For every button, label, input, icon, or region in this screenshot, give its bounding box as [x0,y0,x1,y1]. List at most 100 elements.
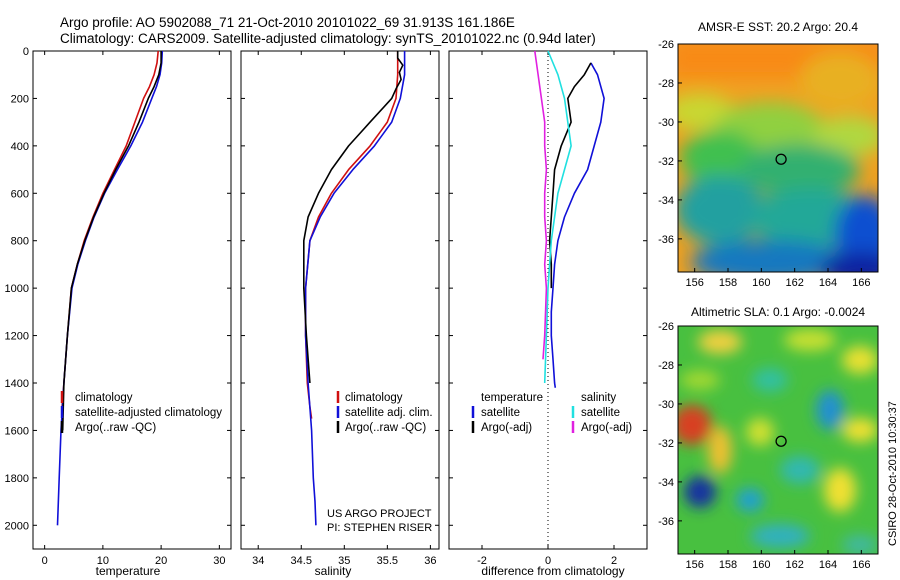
map-y-tick-label: -36 [658,516,674,528]
series-line-temperature-argo-adj- [548,62,592,289]
map-x-tick-label: 166 [852,559,870,571]
map-y-tick-label: -26 [658,39,674,51]
temperature-legend: climatology satellite-adjusted climatolo… [60,391,222,434]
sla-marks [775,435,787,447]
map-x-tick-label: 164 [819,277,837,289]
map-y-tick-label: -28 [658,360,674,372]
sst-blobs [678,44,878,272]
timestamp: CSIRO 28-Oct-2010 10:30:37 [887,401,899,546]
map-y-tick-label: -34 [658,477,674,489]
map-y-tick-label: -32 [658,438,674,450]
difference-xlabel: difference from climatology [481,564,624,578]
map-x-tick-label: 156 [685,277,703,289]
header-line2: Climatology: CARS2009. Satellite-adjuste… [60,31,596,46]
map-y-tick-label: -30 [658,117,674,129]
legend-temp-sat-label: satellite [481,407,520,419]
sla-map: Altimetric SLA: 0.1 Argo: -0.0024 [658,305,879,571]
temperature-ticks: 0 10 20 30 0 200 400 600 800 1000 1200 1400 1600 1800… [5,46,231,567]
salinity-xlabel: salinity [315,564,352,578]
x-tick-label: 10 [97,555,109,567]
x-tick-label: 34.5 [291,555,312,567]
sla-title: Altimetric SLA: 0.1 Argo: -0.0024 [691,305,865,319]
y-tick-label: 2000 [5,520,29,532]
legend-salinity-heading: salinity [581,392,616,404]
map-y-tick-label: -34 [658,195,674,207]
x-tick-label: 35.5 [377,555,398,567]
y-tick-label: 400 [11,141,29,153]
map-y-tick-label: -32 [658,156,674,168]
x-tick-label: -2 [477,555,487,567]
legend-temperature-heading: temperature [481,392,543,404]
map-x-tick-label: 160 [752,277,770,289]
profile-location-marker [775,153,787,165]
header-line1: Argo profile: AO 5902088_71 21-Oct-2010 … [60,15,515,30]
salinity-legend: climatology satellite adj. clim. Argo(..… [336,391,433,434]
salinity-axes-box [240,50,440,550]
sla-frame [677,325,879,555]
series-line-argo [302,51,404,384]
series-line-argo [61,51,162,431]
legend-clim-label: climatology [75,392,133,404]
legend-sal-sat-label: satellite [581,407,620,419]
legend-sal-argo-label: Argo(-adj) [581,422,632,434]
credit-line2: PI: STEPHEN RISER [327,522,432,534]
y-tick-label: 800 [11,236,29,248]
temperature-lines [56,50,164,526]
series-line-satellite [304,51,406,526]
sst-field [678,44,878,272]
map-x-tick-label: 158 [719,559,737,571]
legend-temp-argo-label: Argo(-adj) [481,422,532,434]
legend-argo-label: Argo(..raw -QC) [345,422,426,434]
map-y-tick-label: -26 [658,321,674,333]
salinity-panel: 34 34.5 35 35.5 36 salinity climatology sate… [240,50,440,578]
x-tick-label: 30 [213,555,225,567]
y-tick-label: 0 [23,46,29,58]
sst-map: AMSR-E SST: 20.2 Argo: 20.4 156 158 160 162… [658,20,879,289]
map-y-tick-label: -30 [658,399,674,411]
y-tick-label: 1800 [5,473,29,485]
legend-clim-label: climatology [345,392,403,404]
credit-line1: US ARGO PROJECT [327,508,432,520]
y-tick-label: 1200 [5,331,29,343]
map-x-tick-label: 162 [785,277,803,289]
x-tick-label: 20 [155,555,167,567]
x-tick-label: 2 [611,555,617,567]
x-tick-label: 0 [545,555,551,567]
x-tick-label: 34 [252,555,264,567]
temperature-xlabel: temperature [96,564,161,578]
sla-ticks: 156 158 160 162 164 166 -26 -28 -30 -32 -34 -36 [658,321,870,571]
difference-legend: temperature satellite Argo(-adj) salinit… [471,392,632,434]
salinity-ticks: 34 34.5 35 35.5 36 [241,50,439,567]
difference-panel: -2 0 2 difference from climatology tempera… [448,50,648,578]
y-tick-label: 200 [11,93,29,105]
y-tick-label: 1600 [5,425,29,437]
y-tick-label: 1000 [5,283,29,295]
map-x-tick-label: 166 [852,277,870,289]
map-y-tick-label: -28 [658,78,674,90]
map-x-tick-label: 156 [685,559,703,571]
sla-field [678,326,878,554]
temperature-axes-box [32,50,232,550]
legend-argo-label: Argo(..raw -QC) [75,422,156,434]
sst-title: AMSR-E SST: 20.2 Argo: 20.4 [698,20,858,34]
sst-frame [677,43,879,273]
map-x-tick-label: 160 [752,559,770,571]
temperature-panel: 0 10 20 30 0 200 400 600 800 1000 1200 1400 1600 1800… [5,46,232,578]
difference-lines [534,50,605,388]
x-tick-label: 0 [42,555,48,567]
y-tick-label: 1400 [5,378,29,390]
legend-sat-label: satellite-adjusted climatology [75,407,222,419]
map-x-tick-label: 164 [819,559,837,571]
y-tick-label: 600 [11,188,29,200]
legend-sat-label: satellite adj. clim. [345,407,433,419]
salinity-lines [302,51,406,526]
map-y-tick-label: -36 [658,234,674,246]
x-tick-label: 35 [338,555,350,567]
x-tick-label: 36 [424,555,436,567]
map-x-tick-label: 158 [719,277,737,289]
profile-location-marker [775,435,787,447]
map-x-tick-label: 162 [785,559,803,571]
sst-marks [775,153,787,165]
sla-blobs [678,329,878,554]
